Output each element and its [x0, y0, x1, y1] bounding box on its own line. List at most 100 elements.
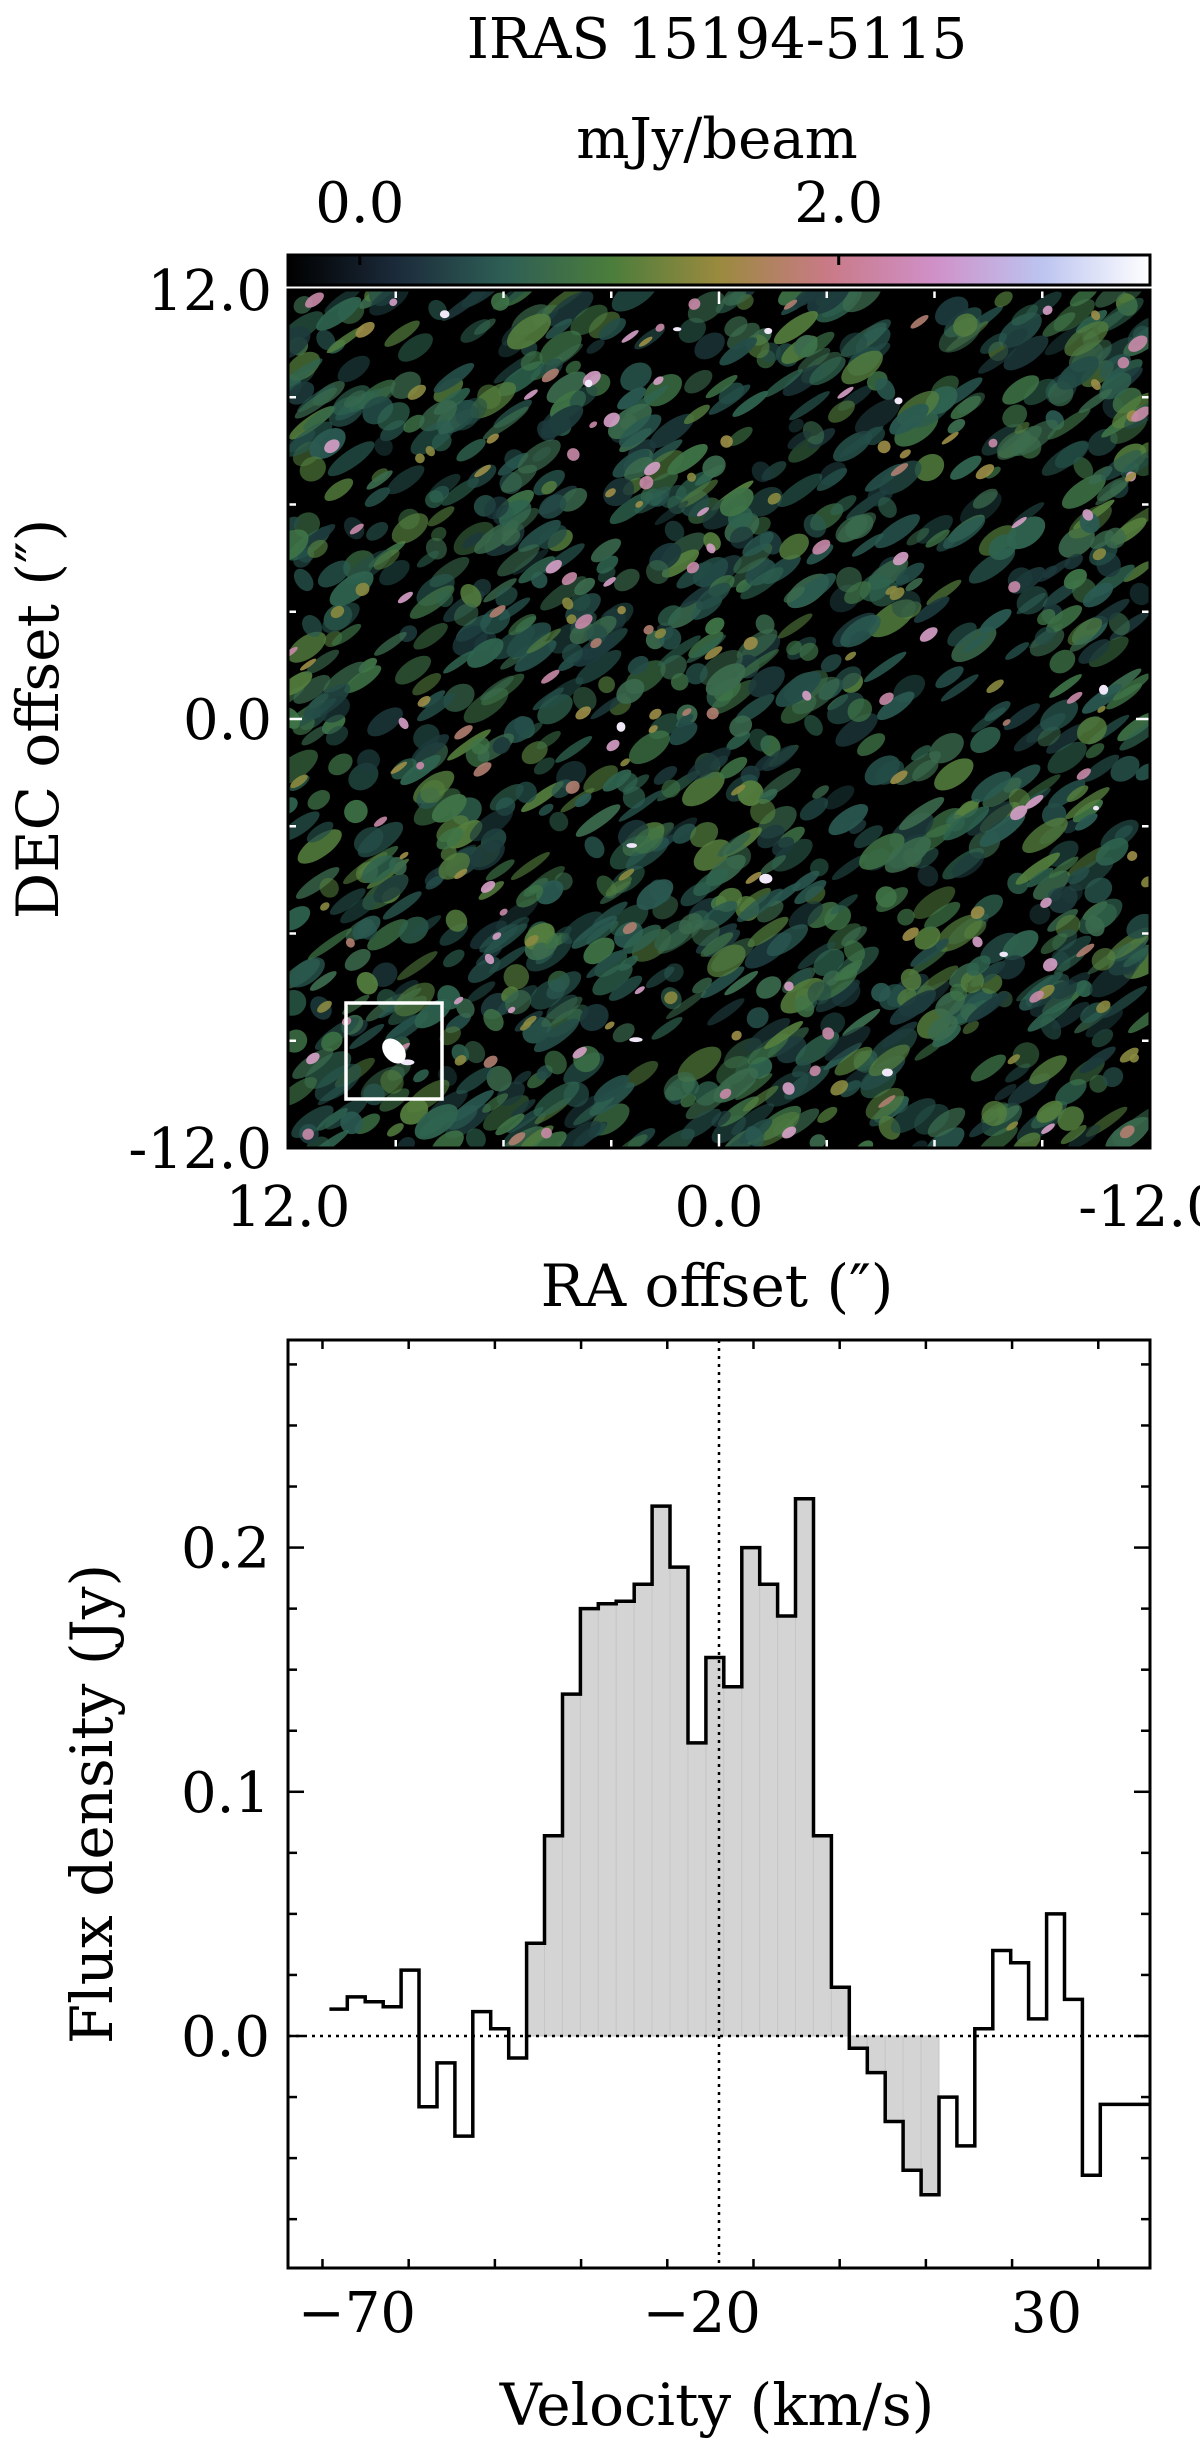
map-emission-blob [414, 1104, 458, 1140]
map-emission-blob [1040, 933, 1068, 955]
map-emission-blob [303, 405, 336, 430]
map-emission-blob [417, 692, 456, 722]
map-emission-blob [420, 779, 446, 804]
map-bright-spot [878, 1095, 896, 1108]
map-emission-blob [540, 576, 587, 611]
map-xtick-label: 0.0 [674, 1175, 763, 1240]
map-bright-spot [417, 695, 431, 707]
map-emission-blob [735, 1073, 773, 1100]
map-emission-blob [913, 847, 939, 869]
spectrum-frame [286, 1338, 1152, 2270]
map-emission-blob [1037, 726, 1061, 747]
map-emission-blob [612, 1023, 635, 1043]
map-bright-spot [345, 938, 355, 948]
map-emission-blob [908, 947, 948, 976]
map-bright-spot [621, 330, 639, 343]
map-bright-spot [398, 717, 409, 730]
map-peak [673, 327, 682, 332]
map-emission-blob [538, 524, 567, 550]
map-emission-blob [513, 1070, 532, 1085]
map-emission-blob [380, 1069, 404, 1094]
map-emission-blob [291, 1105, 334, 1139]
map-emission-blob [469, 840, 505, 871]
map-emission-blob [510, 851, 550, 881]
map-emission-blob [967, 801, 1014, 836]
spectrum-ylabel: Flux density (Jy) [58, 1564, 126, 2044]
map-emission-blob [460, 584, 482, 608]
map-bright-spot [686, 472, 697, 482]
map-emission-blob [447, 729, 491, 761]
map-bright-spot [706, 543, 716, 554]
map-emission-blob [970, 726, 1001, 753]
map-emission-blob [799, 797, 829, 821]
map-bright-spot [290, 774, 308, 789]
map-emission-blob [947, 419, 966, 434]
intensity-map [288, 290, 1150, 1148]
map-emission-blob [972, 488, 998, 509]
map-emission-blob [371, 962, 398, 987]
map-emission-blob [745, 1126, 765, 1147]
map-emission-blob [820, 654, 842, 673]
map-emission-blob [997, 955, 1026, 980]
map-emission-blob [897, 908, 915, 926]
map-bright-spot [1082, 509, 1094, 521]
map-emission-blob [425, 875, 444, 890]
map-emission-blob [491, 292, 510, 311]
map-emission-blob [1022, 817, 1068, 853]
map-bright-spot [566, 614, 577, 625]
map-bright-spot [1002, 719, 1011, 726]
spectrum-bar [687, 1742, 707, 2037]
map-emission-blob [467, 638, 504, 668]
map-emission-blob [1029, 1055, 1067, 1085]
map-emission-blob [1047, 741, 1087, 774]
map-emission-blob [981, 1100, 1007, 1127]
map-emission-blob [842, 290, 882, 313]
map-bright-spot [639, 475, 654, 490]
map-emission-blob [900, 968, 922, 991]
spectrum-xtick-label: −70 [298, 2281, 416, 2346]
map-bright-spot [649, 708, 662, 720]
map-emission-blob [737, 888, 783, 923]
map-emission-blob [1078, 388, 1113, 414]
map-emission-blob [693, 868, 729, 896]
map-emission-blob [881, 1021, 918, 1048]
map-bright-spot [425, 445, 436, 457]
map-bright-spot [320, 902, 330, 911]
map-emission-blob [431, 1130, 464, 1148]
map-bright-spot [1097, 705, 1106, 713]
map-bright-spot [1091, 310, 1101, 321]
map-emission-blob [384, 320, 420, 347]
map-emission-blob [1085, 915, 1105, 937]
map-emission-blob [787, 430, 811, 450]
map-bright-spot [1024, 794, 1044, 809]
map-emission-blob [445, 909, 468, 932]
map-emission-blob [607, 403, 652, 440]
map-emission-blob [382, 891, 422, 920]
map-bright-spot [355, 582, 370, 597]
map-emission-blob [750, 798, 776, 825]
spectrum-bar [579, 1608, 599, 2037]
map-bright-spot [617, 605, 626, 615]
map-emission-blob [593, 1074, 630, 1103]
map-bright-spot [975, 464, 995, 480]
map-emission-blob [840, 1080, 862, 1098]
map-peak [400, 1059, 415, 1066]
map-bright-spot [885, 585, 897, 595]
map-emission-blob [617, 387, 647, 410]
map-emission-blob [690, 821, 719, 848]
map-emission-blob [1045, 605, 1083, 633]
map-emission-blob [437, 591, 454, 608]
map-emission-blob [1135, 763, 1150, 781]
map-emission-blob [433, 362, 475, 393]
map-emission-blob [854, 398, 901, 435]
spectrum-bar [902, 2035, 922, 2171]
map-bright-spot [324, 439, 340, 454]
spectrum-bar [777, 1615, 796, 2037]
map-bright-spot [845, 651, 857, 661]
map-emission-blob [807, 290, 850, 315]
beam-box [344, 1001, 444, 1101]
map-emission-blob [1087, 428, 1118, 456]
map-emission-blob [410, 420, 455, 455]
map-emission-blob [1047, 408, 1091, 440]
map-emission-blob [1074, 813, 1098, 831]
